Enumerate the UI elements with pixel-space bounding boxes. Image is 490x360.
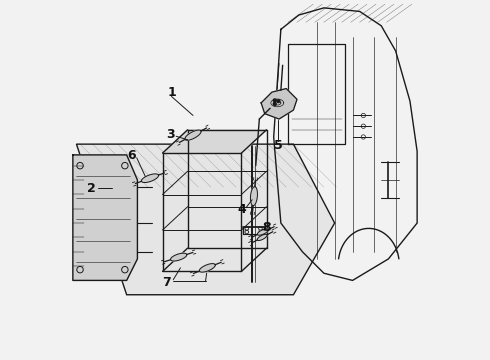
Polygon shape: [250, 186, 257, 206]
Text: 7: 7: [163, 276, 171, 289]
Polygon shape: [76, 144, 335, 295]
Text: 3: 3: [166, 127, 175, 141]
Text: 2: 2: [87, 182, 96, 195]
Polygon shape: [163, 130, 267, 153]
Circle shape: [273, 99, 276, 102]
Circle shape: [277, 100, 280, 103]
Polygon shape: [257, 234, 267, 240]
Text: 5: 5: [273, 139, 282, 152]
Circle shape: [273, 103, 276, 105]
Polygon shape: [199, 264, 215, 272]
Polygon shape: [261, 89, 297, 119]
Text: 8: 8: [262, 221, 271, 234]
Polygon shape: [142, 174, 158, 183]
Text: 6: 6: [127, 149, 136, 162]
Polygon shape: [257, 229, 269, 235]
Text: 1: 1: [167, 86, 176, 99]
Polygon shape: [73, 155, 137, 280]
Polygon shape: [185, 130, 201, 140]
Text: 4: 4: [238, 203, 246, 216]
Polygon shape: [171, 253, 187, 261]
